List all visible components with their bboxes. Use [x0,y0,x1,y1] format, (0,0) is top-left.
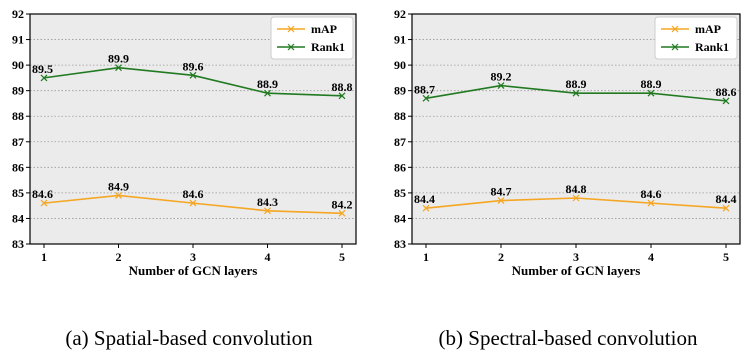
series-rank1: 89.5 89.9 89.6 88.9 88.8 [32,52,353,100]
y-tick-label: 88 [394,109,406,123]
series-map: 84.6 84.9 84.6 84.3 84.2 [32,179,353,217]
legend-label: mAP [311,22,337,36]
y-tick-label: 83 [12,237,24,251]
data-point [189,71,197,79]
legend-item-map: mAP [277,22,337,36]
y-tick-label: 92 [12,7,24,21]
data-point [572,89,580,97]
data-label: 89.5 [32,62,53,76]
y-tick-label: 89 [12,84,24,98]
data-point [647,199,655,207]
data-label: 84.4 [716,192,737,206]
data-label: 84.2 [332,197,353,211]
data-point [722,204,730,212]
data-label: 88.8 [332,80,353,94]
data-point [572,194,580,202]
y-tick-label: 86 [394,160,406,174]
legend-item-rank1: Rank1 [277,40,345,54]
y-tick-label: 83 [394,237,406,251]
data-point [115,192,122,199]
data-point [422,204,430,212]
y-tick-label: 86 [12,160,24,174]
data-label: 84.9 [108,179,129,193]
data-label: 89.2 [491,70,512,84]
x-tick-label: 4 [648,250,654,264]
x-axis-label: Number of GCN layers [512,263,641,278]
data-point [338,209,346,217]
x-tick-label: 2 [116,250,122,264]
legend-box [270,16,354,60]
figure-caption: (b) Spectral-based convolution [439,326,698,350]
y-tick-label: 88 [12,109,24,123]
y-tick-label: 85 [12,186,24,200]
y-tick-label: 91 [12,33,24,47]
data-point [40,199,48,207]
x-tick-label: 5 [339,250,345,264]
x-tick-label: 3 [190,250,196,264]
x-tick-label: 4 [265,250,271,264]
chart-panel-2: 83 84 85 86 87 88 89 90 91 92 1 2 3 4 5 Number of GCN l… [394,7,741,350]
data-point [497,197,505,204]
legend-label: Rank1 [695,40,729,54]
plot-frame [29,13,357,245]
data-point [189,199,197,207]
data-point [338,92,346,100]
y-tick-label: 91 [394,33,406,47]
x-axis-label: Number of GCN layers [129,263,258,278]
data-point [40,74,48,82]
legend-box [654,16,738,60]
legend-label: mAP [695,22,721,36]
data-label: 84.6 [641,187,662,201]
data-label: 88.7 [414,82,435,96]
legend: mAP Rank1 [654,16,738,60]
legend-item-rank1: Rank1 [661,40,729,54]
data-label: 84.4 [414,192,435,206]
y-tick-label: 90 [394,58,406,72]
data-label: 84.8 [566,182,587,196]
data-label: 84.6 [32,187,53,201]
data-label: 88.9 [566,77,587,91]
series-rank1: 88.7 89.2 88.9 88.9 88.6 [414,70,737,105]
figure-caption: (a) Spatial-based convolution [65,326,313,350]
data-point [647,89,655,97]
y-tick-label: 85 [394,186,406,200]
data-label: 88.9 [257,77,278,91]
y-tick-label: 84 [12,211,24,225]
x-tick-label: 5 [723,250,729,264]
chart-panel-1: 83 84 85 86 87 88 89 90 91 92 1 2 3 4 5 Number of GCN l… [12,7,357,350]
y-tick-label: 89 [394,84,406,98]
legend: mAP Rank1 [270,16,354,60]
data-point [497,82,505,89]
data-point [264,89,271,97]
y-tick-label: 87 [394,135,406,149]
data-label: 84.6 [183,187,204,201]
x-tick-label: 2 [498,250,504,264]
data-label: 89.9 [108,52,129,66]
plot-frame [411,13,741,245]
data-label: 84.7 [491,185,512,199]
data-point [722,97,730,105]
data-point [115,64,122,72]
data-label: 89.6 [183,59,204,73]
legend-label: Rank1 [311,40,345,54]
y-tick-label: 87 [12,135,24,149]
y-tick-label: 84 [394,211,406,225]
legend-item-map: mAP [661,22,721,36]
y-tick-label: 90 [12,58,24,72]
x-tick-label: 1 [423,250,429,264]
data-point [264,207,271,215]
data-label: 84.3 [257,195,278,209]
y-tick-label: 92 [394,7,406,21]
x-tick-label: 3 [573,250,579,264]
x-tick-label: 1 [41,250,47,264]
data-label: 88.9 [641,77,662,91]
data-label: 88.6 [716,85,737,99]
data-point [422,94,430,102]
series-map: 84.4 84.7 84.8 84.6 84.4 [414,182,737,212]
